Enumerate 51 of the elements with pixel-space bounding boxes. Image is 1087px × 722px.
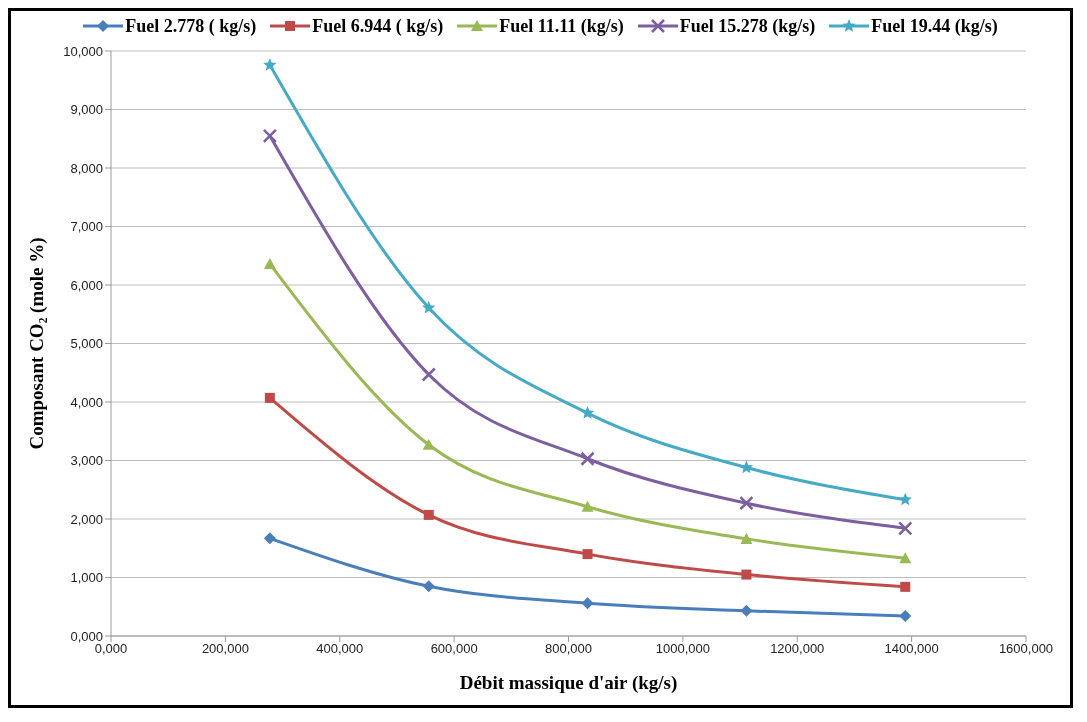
x-axis-title: Débit massique d'air (kg/s) — [459, 672, 678, 694]
point — [899, 552, 912, 564]
point — [264, 392, 275, 403]
y-tick-label: 10,000 — [63, 43, 103, 59]
point — [581, 597, 594, 610]
x-tick-label: 600,000 — [430, 641, 478, 657]
y-tick-label: 0,000 — [70, 628, 103, 644]
y-tick-label: 1,000 — [70, 570, 103, 586]
y-axis-title: Composant CO₂ (mole %) — [26, 237, 48, 450]
legend-label: Fuel 19.44 (kg/s) — [871, 15, 998, 37]
point — [741, 569, 752, 580]
point — [263, 257, 276, 269]
y-tick-label: 5,000 — [70, 336, 103, 352]
point — [582, 549, 593, 560]
x-tick-label: 1200,000 — [770, 641, 825, 657]
y-tick-label: 2,000 — [70, 511, 103, 527]
x-tick-label: 1000,000 — [655, 641, 710, 657]
point — [422, 300, 436, 314]
point — [580, 406, 595, 419]
y-tick-label: 9,000 — [70, 102, 103, 118]
y-tick-label: 3,000 — [70, 453, 103, 469]
point — [898, 492, 912, 506]
y-tick-label: 6,000 — [70, 277, 103, 293]
point — [262, 128, 278, 144]
x-tick-label: 800,000 — [545, 641, 592, 657]
y-tick-label: 8,000 — [70, 160, 103, 176]
point — [422, 580, 435, 593]
legend-label: Fuel 11.11 (kg/s) — [499, 15, 624, 37]
point — [422, 438, 435, 450]
point — [740, 604, 753, 617]
x-tick-label: 200,000 — [201, 641, 249, 657]
point — [739, 495, 754, 511]
legend-label: Fuel 6.944 ( kg/s) — [312, 15, 444, 37]
x-tick-label: 1400,000 — [884, 641, 939, 657]
x-tick-label: 1600,000 — [998, 641, 1054, 657]
point — [898, 521, 913, 536]
point — [421, 367, 436, 382]
x-tick-label: 400,000 — [316, 641, 364, 657]
y-tick-label: 4,000 — [70, 394, 103, 410]
point — [740, 532, 753, 544]
x-tick-label: 0,000 — [94, 641, 128, 657]
point — [580, 451, 595, 466]
point — [900, 581, 911, 592]
point — [581, 500, 594, 512]
y-tick-label: 7,000 — [70, 219, 103, 235]
legend-label: Fuel 2.778 ( kg/s) — [125, 15, 257, 37]
legend-label: Fuel 15.278 (kg/s) — [679, 15, 816, 37]
point — [263, 58, 277, 71]
point — [263, 532, 276, 545]
point — [423, 509, 434, 520]
point — [899, 610, 912, 623]
